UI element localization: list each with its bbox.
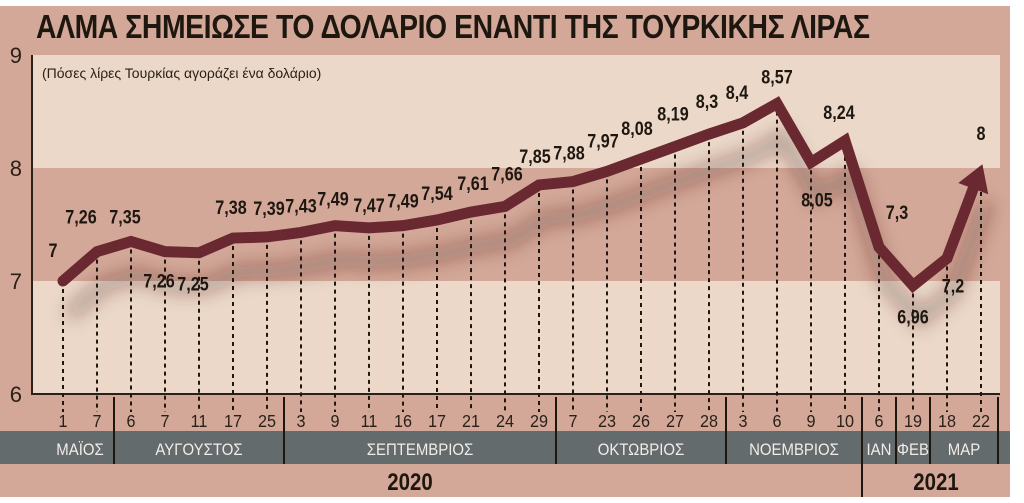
x-tick-label: 21 xyxy=(462,411,480,431)
x-tick-label: 3 xyxy=(296,411,305,431)
x-tick-label: 7 xyxy=(92,411,101,431)
value-label: 6,96 xyxy=(897,306,929,328)
value-label: 7,47 xyxy=(353,195,385,217)
x-tick-label: 26 xyxy=(632,411,650,431)
plot-band xyxy=(32,281,1000,394)
x-tick-label: 7 xyxy=(568,411,577,431)
value-label: 7,26 xyxy=(65,206,97,228)
x-tick-label: 29 xyxy=(530,411,548,431)
arrowhead-icon xyxy=(958,164,989,195)
x-tick-label: 9 xyxy=(806,411,815,431)
x-tick-label: 17 xyxy=(224,411,242,431)
y-tick-label: 6 xyxy=(10,382,22,407)
value-label: 7,61 xyxy=(457,173,489,195)
value-label: 7,26 xyxy=(143,270,175,292)
year-label: 2020 xyxy=(387,468,432,495)
value-label: 8,05 xyxy=(801,189,833,211)
month-label: ΣΕΠΤΕΜΒΡΙΟΣ xyxy=(367,441,474,459)
value-label: 7 xyxy=(49,240,58,262)
x-tick-label: 17 xyxy=(428,411,446,431)
x-tick-label: 3 xyxy=(738,411,747,431)
value-label: 7,85 xyxy=(519,146,551,168)
value-label: 7,3 xyxy=(886,202,909,224)
month-label: ΑΥΓΟΥΣΤΟΣ xyxy=(155,441,242,459)
x-tick-label: 22 xyxy=(972,411,990,431)
month-label: ΦΕΒ xyxy=(897,441,929,459)
x-tick-label: 11 xyxy=(191,411,208,431)
chart-title: ΑΛΜΑ ΣΗΜΕΙΩΣΕ ΤΟ ΔΟΛΑΡΙΟ ΕΝΑΝΤΙ ΤΗΣ ΤΟΥΡ… xyxy=(36,8,870,45)
value-label: 7,49 xyxy=(317,188,349,210)
value-label: 8,08 xyxy=(621,118,653,140)
x-tick-label: 6 xyxy=(126,411,135,431)
value-label: 8,57 xyxy=(761,66,793,88)
x-tick-label: 9 xyxy=(330,411,339,431)
line-shadow xyxy=(64,128,994,330)
value-label: 7,54 xyxy=(421,183,453,205)
value-label: 8,19 xyxy=(657,103,689,125)
x-tick-label: 18 xyxy=(938,411,956,431)
value-label: 7,43 xyxy=(285,195,317,217)
value-label: 7,39 xyxy=(253,198,285,220)
year-label: 2021 xyxy=(913,468,958,495)
value-label: 7,66 xyxy=(491,163,523,185)
x-tick-label: 7 xyxy=(160,411,169,431)
value-label: 7,25 xyxy=(177,274,209,296)
y-tick-label: 9 xyxy=(10,43,22,68)
x-tick-label: 1 xyxy=(58,411,67,431)
x-tick-label: 6 xyxy=(772,411,781,431)
value-label: 8,24 xyxy=(823,102,855,124)
x-tick-label: 16 xyxy=(394,411,412,431)
x-tick-label: 25 xyxy=(258,411,276,431)
x-tick-label: 27 xyxy=(666,411,684,431)
x-tick-label: 23 xyxy=(598,411,616,431)
chart-subtitle: (Πόσες λίρες Τουρκίας αγοράζει ένα δολάρ… xyxy=(42,65,321,81)
month-label: ΟΚΤΩΒΡΙΟΣ xyxy=(598,441,685,459)
month-bar xyxy=(0,431,1010,464)
value-label: 8,4 xyxy=(726,82,749,104)
value-label: 7,35 xyxy=(109,206,141,228)
month-label: ΜΑΡ xyxy=(948,441,980,459)
x-tick-label: 6 xyxy=(874,411,883,431)
y-tick-label: 8 xyxy=(10,156,22,181)
x-tick-label: 11 xyxy=(361,411,378,431)
y-tick-label: 7 xyxy=(10,269,22,294)
x-tick-label: 28 xyxy=(700,411,718,431)
month-label: ΙΑΝ xyxy=(867,441,892,459)
x-tick-label: 19 xyxy=(904,411,922,431)
data-line xyxy=(57,96,982,294)
x-tick-label: 24 xyxy=(496,411,514,431)
value-label: 8,3 xyxy=(696,91,719,113)
month-label: ΝΟΕΜΒΡΙΟΣ xyxy=(749,441,839,459)
value-label: 7,38 xyxy=(215,197,247,219)
value-label: 7,49 xyxy=(387,190,419,212)
x-tick-label: 10 xyxy=(836,411,854,431)
value-label: 8 xyxy=(977,123,986,145)
value-label: 7,88 xyxy=(553,142,585,164)
value-label: 7,2 xyxy=(942,275,965,297)
month-label: ΜΑΪΟΣ xyxy=(56,440,104,459)
value-label: 7,97 xyxy=(587,130,619,152)
